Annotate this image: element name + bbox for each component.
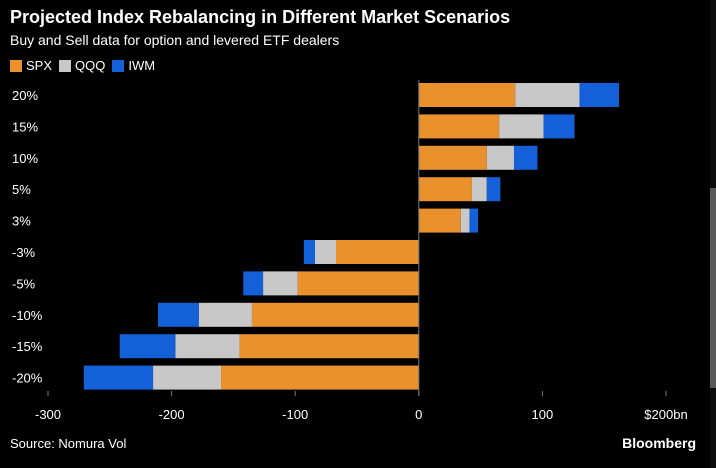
bar-spx xyxy=(418,208,461,233)
legend-label-iwm: IWM xyxy=(128,58,156,73)
bar-iwm xyxy=(543,114,575,139)
x-tick-label: $200bn xyxy=(644,407,687,422)
bar-spx xyxy=(297,271,419,296)
bar-spx xyxy=(251,302,419,327)
bar-qqq xyxy=(198,302,252,327)
bar-qqq xyxy=(460,208,470,233)
bar-qqq xyxy=(175,334,240,359)
legend-swatch-iwm xyxy=(112,59,125,72)
x-tick-label: 0 xyxy=(415,407,422,422)
legend-label-spx: SPX xyxy=(26,58,53,73)
legend-item-iwm: IWM xyxy=(112,58,155,73)
bar-iwm xyxy=(83,365,154,390)
source-note: Source: Nomura Vol xyxy=(10,436,127,451)
bar-qqq xyxy=(515,83,580,107)
bar-qqq xyxy=(263,271,298,296)
bloomberg-logo: Bloomberg xyxy=(622,435,696,451)
x-tick-label: -100 xyxy=(282,407,308,422)
chart-title: Projected Index Rebalancing in Different… xyxy=(10,7,511,27)
bar-qqq xyxy=(314,240,336,264)
x-tick-label: -200 xyxy=(159,407,185,422)
bar-qqq xyxy=(471,177,487,202)
legend-item-qqq: QQQ xyxy=(59,58,105,73)
category-label: 20% xyxy=(12,88,38,103)
bar-qqq xyxy=(486,145,514,170)
bar-iwm xyxy=(243,271,264,296)
category-label: 15% xyxy=(12,119,38,134)
legend-swatch-qqq xyxy=(59,59,72,72)
bar-iwm xyxy=(579,83,620,107)
category-label: 10% xyxy=(12,151,38,166)
bar-spx xyxy=(221,365,419,390)
bar-iwm xyxy=(469,208,479,233)
category-label: 5% xyxy=(12,182,31,197)
bar-spx xyxy=(418,145,487,170)
bar-spx xyxy=(239,334,419,359)
category-label: -15% xyxy=(12,339,43,354)
bar-spx xyxy=(418,114,500,139)
x-tick-label: 100 xyxy=(532,407,554,422)
bar-iwm xyxy=(513,145,538,170)
category-label: -5% xyxy=(12,276,36,291)
bar-iwm xyxy=(486,177,501,202)
bar-spx xyxy=(335,240,419,264)
legend: SPX QQQ IWM xyxy=(10,58,162,73)
bar-qqq xyxy=(153,365,222,390)
bar-qqq xyxy=(499,114,544,139)
bar-iwm xyxy=(303,240,315,264)
category-label: -20% xyxy=(12,371,43,386)
chart-subtitle: Buy and Sell data for option and levered… xyxy=(10,32,340,48)
category-label: 3% xyxy=(12,214,31,229)
bar-spx xyxy=(418,177,472,202)
bar-iwm xyxy=(158,302,199,327)
category-label: -10% xyxy=(12,308,43,323)
x-tick-label: -300 xyxy=(35,407,61,422)
scrollbar-thumb[interactable] xyxy=(710,188,716,388)
bar-iwm xyxy=(119,334,176,359)
category-label: -3% xyxy=(12,245,36,260)
bar-spx xyxy=(418,83,516,107)
legend-item-spx: SPX xyxy=(10,58,52,73)
legend-label-qqq: QQQ xyxy=(75,58,106,73)
legend-swatch-spx xyxy=(10,59,22,72)
